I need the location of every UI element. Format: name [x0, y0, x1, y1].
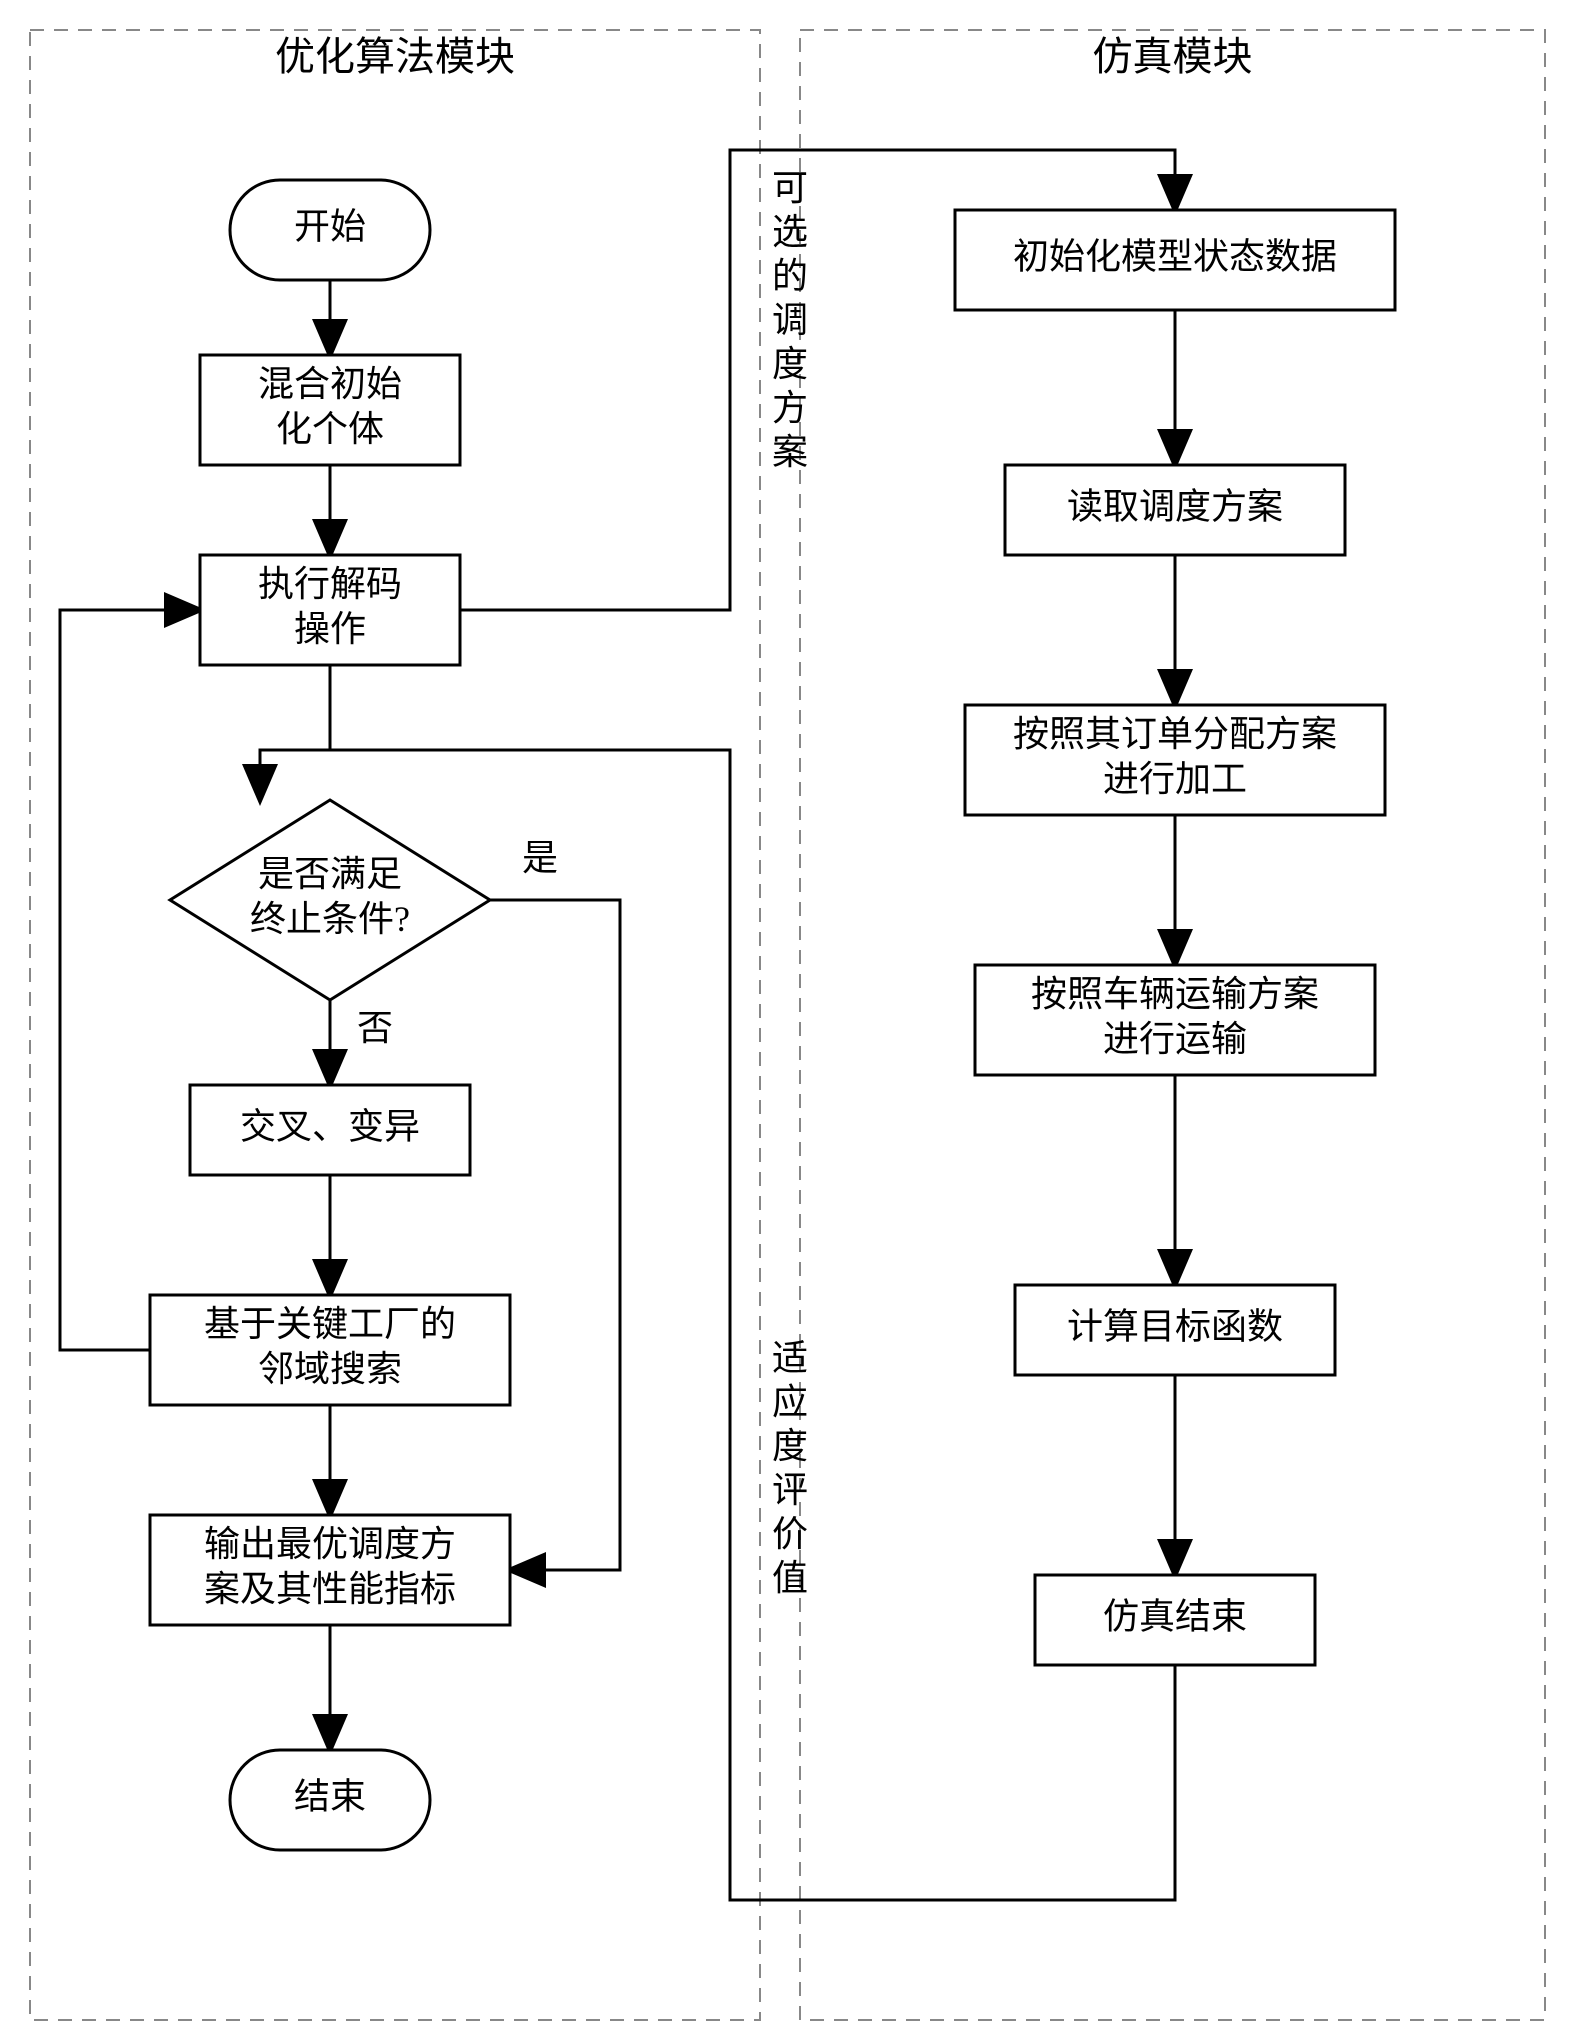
svg-text:输出最优调度方: 输出最优调度方	[204, 1524, 456, 1564]
cross-label-bottom: 值	[772, 1558, 808, 1598]
cross-label-bottom: 价	[772, 1514, 808, 1554]
cross-label-bottom: 应	[772, 1382, 808, 1422]
svg-text:计算目标函数: 计算目标函数	[1067, 1306, 1283, 1346]
arrow-a7_yes	[490, 900, 620, 1570]
cross-label-bottom: 适	[772, 1338, 808, 1378]
cross-label-top: 调	[772, 300, 808, 340]
svg-text:混合初始: 混合初始	[258, 364, 402, 404]
left-module-box	[30, 30, 760, 2020]
cross-label-bottom: 评	[772, 1470, 808, 1510]
svg-text:终止条件?: 终止条件?	[250, 899, 410, 939]
decision-yes-label: 是	[522, 838, 558, 878]
svg-text:执行解码: 执行解码	[258, 564, 402, 604]
svg-text:交叉、变异: 交叉、变异	[240, 1106, 420, 1146]
svg-text:进行加工: 进行加工	[1103, 759, 1247, 799]
svg-text:初始化模型状态数据: 初始化模型状态数据	[1013, 236, 1337, 276]
cross-label-top: 的	[772, 256, 808, 296]
svg-text:化个体: 化个体	[276, 409, 384, 449]
svg-text:是否满足: 是否满足	[258, 854, 402, 894]
svg-text:读取调度方案: 读取调度方案	[1067, 486, 1283, 526]
cross-label-top: 案	[772, 432, 808, 472]
svg-text:邻域搜索: 邻域搜索	[258, 1349, 402, 1389]
cross-label-bottom: 度	[772, 1426, 808, 1466]
right-module-title: 仿真模块	[1093, 34, 1253, 79]
cross-label-top: 选	[772, 212, 808, 252]
svg-text:结束: 结束	[294, 1776, 366, 1816]
decision-no-label: 否	[357, 1008, 393, 1048]
svg-text:按照其订单分配方案: 按照其订单分配方案	[1013, 714, 1337, 754]
svg-text:基于关键工厂的: 基于关键工厂的	[204, 1304, 456, 1344]
svg-text:按照车辆运输方案: 按照车辆运输方案	[1031, 974, 1319, 1014]
svg-text:仿真结束: 仿真结束	[1103, 1596, 1247, 1636]
flowchart-diagram: 优化算法模块 仿真模块开始混合初始化个体执行解码操作是否满足终止条件? 交叉、变异基…	[0, 0, 1575, 2041]
svg-text:开始: 开始	[294, 206, 366, 246]
cross-label-top: 可	[772, 168, 808, 208]
svg-text:案及其性能指标: 案及其性能指标	[204, 1569, 456, 1609]
cross-label-top: 度	[772, 344, 808, 384]
svg-text:操作: 操作	[294, 609, 366, 649]
left-module-title: 优化算法模块	[275, 34, 515, 79]
arrow-a6_loop	[60, 610, 200, 1350]
svg-text:进行运输: 进行运输	[1103, 1019, 1247, 1059]
arrow-a3	[260, 665, 330, 800]
cross-label-top: 方	[772, 388, 808, 428]
